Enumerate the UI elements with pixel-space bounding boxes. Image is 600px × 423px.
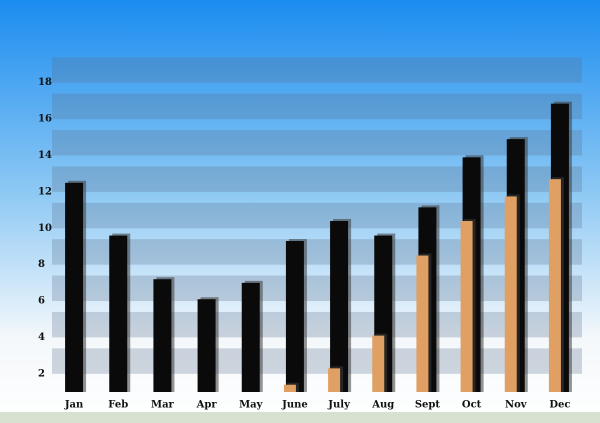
x-tick-label: Aug <box>371 400 394 411</box>
bar <box>65 182 84 392</box>
x-tick-label: Nov <box>505 400 528 411</box>
y-tick-label: 10 <box>38 223 52 234</box>
x-tick-label: May <box>239 400 264 411</box>
grid-band <box>52 348 582 374</box>
bar <box>372 335 385 392</box>
bar <box>197 299 216 392</box>
bar <box>416 255 429 392</box>
y-tick-label: 4 <box>38 332 45 343</box>
grid-band <box>52 202 582 229</box>
bar <box>460 220 473 392</box>
y-tick-label: 12 <box>38 186 52 197</box>
x-tick-label: Sept <box>415 400 441 411</box>
y-tick-label: 2 <box>38 368 45 379</box>
x-tick-label: June <box>281 400 308 411</box>
bar <box>241 282 260 392</box>
x-tick-label: Feb <box>108 400 128 411</box>
grid-band <box>52 239 582 265</box>
grid-band <box>52 93 582 120</box>
x-tick-label: Jan <box>64 400 84 411</box>
footer-strip <box>0 412 600 423</box>
bar <box>330 220 349 392</box>
bar <box>283 384 296 392</box>
grid-band <box>52 311 582 338</box>
bar <box>109 235 128 392</box>
bar <box>153 279 172 392</box>
x-tick-label: Apr <box>196 400 218 411</box>
bar <box>504 196 517 392</box>
bar <box>548 179 561 392</box>
x-tick-label: July <box>327 400 351 411</box>
y-tick-label: 16 <box>38 114 52 125</box>
grid-band <box>52 130 582 156</box>
grid-band <box>52 166 582 192</box>
x-tick-label: Mar <box>151 400 175 411</box>
bar <box>285 241 304 392</box>
y-tick-label: 8 <box>38 259 45 270</box>
y-tick-label: 14 <box>38 150 52 161</box>
x-tick-label: Oct <box>462 400 482 411</box>
grid-band <box>52 57 582 83</box>
grid-band <box>52 275 582 302</box>
y-tick-label: 6 <box>38 296 45 307</box>
bar <box>328 368 341 392</box>
y-tick-label: 18 <box>38 77 52 88</box>
x-tick-label: Dec <box>549 400 570 411</box>
